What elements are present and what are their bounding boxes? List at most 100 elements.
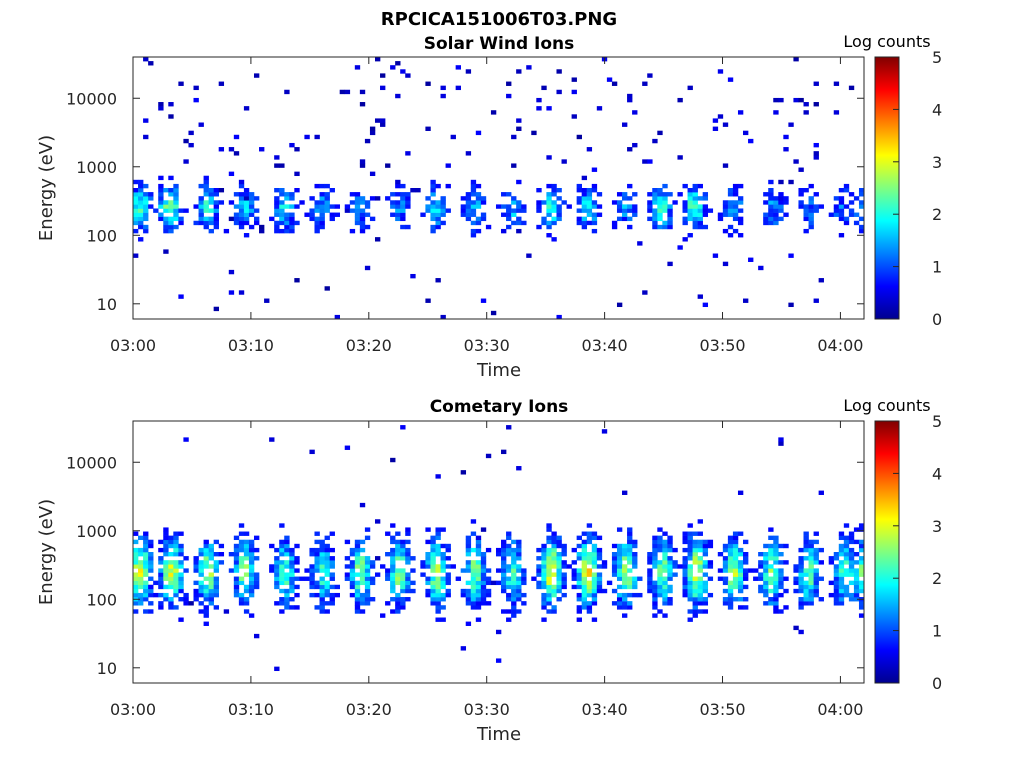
heatmap-cell bbox=[475, 552, 482, 557]
heatmap-cell bbox=[652, 560, 658, 565]
heatmap-cell bbox=[329, 560, 335, 565]
heatmap-cell bbox=[727, 200, 734, 205]
heatmap-cell bbox=[556, 560, 562, 565]
heatmap-cell bbox=[556, 572, 562, 577]
heatmap-cell bbox=[168, 584, 174, 590]
heatmap-cell bbox=[304, 568, 310, 573]
heatmap-cell bbox=[813, 580, 819, 586]
heatmap-cell bbox=[405, 527, 411, 532]
heatmap-cell bbox=[354, 588, 361, 594]
heatmap-cell bbox=[400, 543, 406, 549]
heatmap-cell bbox=[541, 601, 547, 606]
heatmap-cell bbox=[163, 560, 169, 565]
heatmap-cell bbox=[813, 81, 819, 86]
heatmap-cell bbox=[435, 592, 441, 598]
heatmap-cell bbox=[682, 535, 688, 541]
heatmap-cell bbox=[732, 208, 739, 213]
heatmap-cell bbox=[390, 212, 396, 217]
heatmap-cell bbox=[637, 576, 643, 581]
heatmap-cell bbox=[853, 196, 860, 201]
heatmap-cell bbox=[712, 118, 719, 123]
heatmap-cell bbox=[662, 601, 668, 606]
heatmap-cell bbox=[652, 547, 658, 553]
heatmap-cell bbox=[143, 543, 149, 549]
heatmap-cell bbox=[369, 580, 376, 586]
heatmap-cell bbox=[748, 568, 754, 573]
heatmap-cell bbox=[662, 564, 668, 569]
heatmap-cell bbox=[218, 560, 225, 565]
heatmap-cell bbox=[687, 212, 693, 217]
heatmap-cell bbox=[697, 609, 703, 614]
heatmap-cell bbox=[143, 118, 149, 123]
heatmap-cell bbox=[470, 179, 477, 185]
heatmap-cell bbox=[208, 592, 214, 598]
heatmap-cell bbox=[773, 560, 779, 565]
plot-frame-solar-wind bbox=[132, 56, 865, 320]
heatmap-cell bbox=[390, 609, 396, 614]
heatmap-cell bbox=[586, 196, 593, 201]
heatmap-cell bbox=[385, 576, 391, 581]
heatmap-cell bbox=[319, 605, 325, 610]
heatmap-cell bbox=[289, 568, 295, 573]
heatmap-cell bbox=[490, 580, 497, 586]
heatmap-cell bbox=[173, 188, 179, 193]
heatmap-cell bbox=[354, 192, 361, 197]
heatmap-cell bbox=[480, 560, 487, 565]
heatmap-cell bbox=[319, 560, 325, 565]
heatmap-cell bbox=[364, 592, 371, 598]
heatmap-cell bbox=[324, 535, 330, 541]
heatmap-cell bbox=[627, 147, 633, 152]
heatmap-cell bbox=[203, 588, 209, 594]
heatmap-cell bbox=[778, 97, 784, 103]
heatmap-cell bbox=[233, 543, 240, 549]
heatmap-cell bbox=[435, 617, 441, 622]
heatmap-cell bbox=[692, 208, 698, 213]
heatmap-cell bbox=[198, 212, 204, 217]
heatmap-cell bbox=[798, 605, 804, 610]
heatmap-cell bbox=[238, 220, 245, 226]
heatmap-cell bbox=[314, 547, 320, 553]
heatmap-cell bbox=[274, 196, 280, 201]
heatmap-cell bbox=[727, 597, 734, 602]
colorbar-tick-label: 3 bbox=[932, 153, 942, 172]
heatmap-cell bbox=[858, 560, 865, 565]
heatmap-cell bbox=[133, 216, 139, 222]
heatmap-cell bbox=[274, 208, 280, 213]
heatmap-cell bbox=[511, 568, 517, 573]
heatmap-cell bbox=[803, 531, 809, 536]
heatmap-cell bbox=[586, 609, 593, 614]
heatmap-cell bbox=[359, 89, 366, 95]
heatmap-cell bbox=[133, 220, 139, 226]
heatmap-cell bbox=[727, 543, 734, 549]
heatmap-cell bbox=[460, 204, 467, 209]
heatmap-cell bbox=[516, 200, 522, 205]
heatmap-cell bbox=[581, 188, 588, 193]
heatmap-cell bbox=[334, 212, 340, 217]
heatmap-cell bbox=[551, 535, 557, 541]
heatmap-cell bbox=[727, 547, 734, 553]
heatmap-cell bbox=[183, 437, 189, 442]
heatmap-cell bbox=[546, 220, 552, 226]
heatmap-cell bbox=[737, 490, 744, 495]
heatmap-cell bbox=[248, 547, 255, 553]
heatmap-cell bbox=[546, 233, 552, 238]
heatmap-cell bbox=[763, 556, 769, 561]
heatmap-cell bbox=[858, 228, 865, 234]
heatmap-cell bbox=[158, 568, 164, 573]
heatmap-cell bbox=[551, 237, 557, 242]
heatmap-cell bbox=[168, 192, 174, 197]
heatmap-cell bbox=[627, 560, 633, 565]
heatmap-cell bbox=[203, 179, 209, 185]
heatmap-cell bbox=[193, 556, 199, 561]
colorbar-tick-label: 4 bbox=[932, 464, 942, 483]
heatmap-cell bbox=[501, 564, 507, 569]
heatmap-cell bbox=[319, 224, 325, 230]
heatmap-cell bbox=[551, 547, 557, 553]
heatmap-cell bbox=[495, 658, 502, 663]
heatmap-cell bbox=[551, 208, 557, 213]
heatmap-cell bbox=[309, 576, 315, 581]
heatmap-cell bbox=[581, 556, 588, 561]
heatmap-cell bbox=[813, 155, 819, 160]
heatmap-cell bbox=[440, 597, 446, 602]
heatmap-cell bbox=[662, 576, 668, 581]
